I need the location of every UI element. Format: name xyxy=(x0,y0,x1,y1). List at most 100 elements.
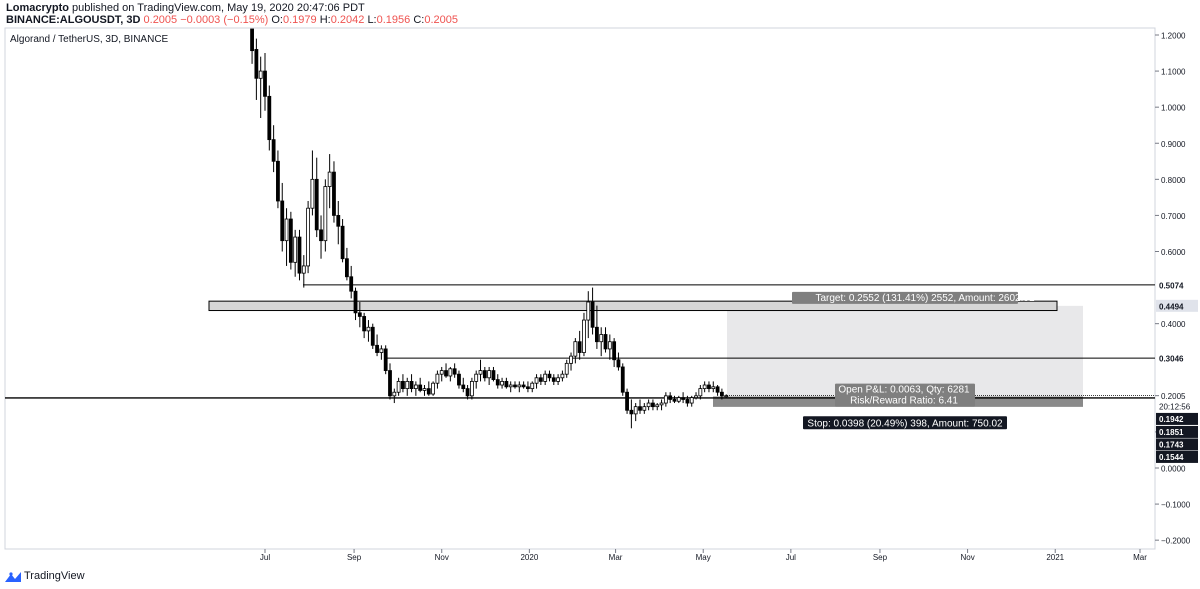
candle-up xyxy=(413,384,418,390)
author-name[interactable]: Lomacrypto xyxy=(6,2,69,14)
candle-down xyxy=(603,334,608,350)
candle-down xyxy=(357,312,362,317)
candle-down xyxy=(409,380,414,390)
candle xyxy=(263,53,267,111)
candle-down xyxy=(715,386,720,393)
candle xyxy=(426,381,431,396)
candle xyxy=(297,229,302,281)
candle-up xyxy=(698,388,703,397)
badge-stop-bg xyxy=(1156,438,1198,451)
candle xyxy=(301,255,306,288)
candle xyxy=(370,323,375,349)
candle xyxy=(659,399,664,411)
candle-up xyxy=(258,70,263,79)
high-label: H: xyxy=(319,14,331,26)
candle xyxy=(258,56,263,118)
candle xyxy=(379,345,384,360)
badge-stop: 0.1851 xyxy=(1159,428,1184,437)
candle-down xyxy=(254,49,259,79)
candle xyxy=(681,392,686,404)
x-tick-label: Nov xyxy=(960,553,974,562)
candle-up xyxy=(405,380,410,390)
badge-support: 0.1942 xyxy=(1159,415,1184,424)
x-tick-label: 2020 xyxy=(520,553,538,562)
candle-up xyxy=(517,384,522,388)
candle-down xyxy=(495,379,500,386)
candle xyxy=(469,377,474,400)
candle-up xyxy=(599,334,604,343)
candle xyxy=(694,392,698,400)
candle-up xyxy=(310,178,315,209)
candle-down xyxy=(616,359,621,368)
candle-down xyxy=(668,395,673,400)
candle xyxy=(556,374,561,386)
candle xyxy=(409,374,414,393)
candle-up xyxy=(534,377,539,384)
candle-down xyxy=(638,406,642,411)
candle-down xyxy=(651,402,655,408)
plot-frame xyxy=(4,27,1156,550)
candle xyxy=(724,394,729,398)
candle-up xyxy=(379,348,384,353)
candle-down xyxy=(280,200,285,242)
y-tick-label: 0.7000 xyxy=(1161,212,1186,221)
candle-up xyxy=(659,402,664,406)
x-tick-label: Mar xyxy=(1133,553,1147,562)
candle xyxy=(663,392,668,407)
candle-down xyxy=(457,373,461,386)
candle-down xyxy=(349,276,354,292)
candle xyxy=(413,381,418,396)
y-tick-label: 0.8000 xyxy=(1161,176,1186,185)
candlestick-chart[interactable]: Algorand / TetherUS, 3D, BINANCE 1.20001… xyxy=(0,27,1200,562)
candle-up xyxy=(564,362,569,375)
symbol-ohlc: BINANCE:ALGOUSDT, 3D 0.2005 −0.0003 (−0.… xyxy=(6,14,458,27)
candle xyxy=(560,370,565,382)
open-label: O: xyxy=(271,14,283,26)
candle xyxy=(254,38,259,100)
candle-down xyxy=(383,348,388,371)
candle-down xyxy=(344,258,349,278)
candle xyxy=(478,359,483,382)
candle-up xyxy=(676,397,681,402)
candle xyxy=(310,150,315,216)
tradingview-logo-icon[interactable] xyxy=(4,571,22,583)
candle xyxy=(607,334,612,360)
candle xyxy=(280,182,285,252)
last-price: 0.2005 xyxy=(143,14,178,26)
candle-down xyxy=(504,380,509,388)
brand-name[interactable]: TradingView xyxy=(24,570,85,582)
candle xyxy=(513,381,517,389)
stop-label: Stop: 0.0398 (20.49%) 398, Amount: 750.0… xyxy=(807,418,1003,429)
candle xyxy=(534,374,539,389)
candle xyxy=(625,388,629,414)
x-tick-label: Jul xyxy=(786,553,796,562)
candle-up xyxy=(366,326,371,332)
candle-down xyxy=(685,399,690,404)
candle-down xyxy=(612,341,617,361)
chart-area[interactable]: Algorand / TetherUS, 3D, BINANCE 1.2000 1… xyxy=(0,27,1200,562)
candle xyxy=(651,399,655,411)
candle-up xyxy=(500,380,504,386)
candle-down xyxy=(482,370,487,379)
candle-up xyxy=(556,377,561,382)
candle-down xyxy=(672,399,677,402)
candle-up xyxy=(724,395,729,398)
candle-down xyxy=(375,344,379,353)
candle-up xyxy=(327,171,332,187)
candle xyxy=(573,338,578,364)
candle-up xyxy=(655,404,660,408)
x-tick-label: Sep xyxy=(873,553,888,562)
candle-down xyxy=(267,95,272,141)
candle xyxy=(383,345,388,375)
candle-down xyxy=(418,384,423,391)
countdown-bg xyxy=(1156,401,1198,412)
target-zone xyxy=(727,305,1083,396)
x-tick-label: May xyxy=(696,553,711,562)
candle-up xyxy=(543,373,548,382)
candle-down xyxy=(263,70,267,97)
candle-up xyxy=(469,380,474,397)
candle xyxy=(388,363,392,400)
candle-up xyxy=(306,207,311,267)
candle xyxy=(538,374,543,386)
candle xyxy=(517,381,522,393)
